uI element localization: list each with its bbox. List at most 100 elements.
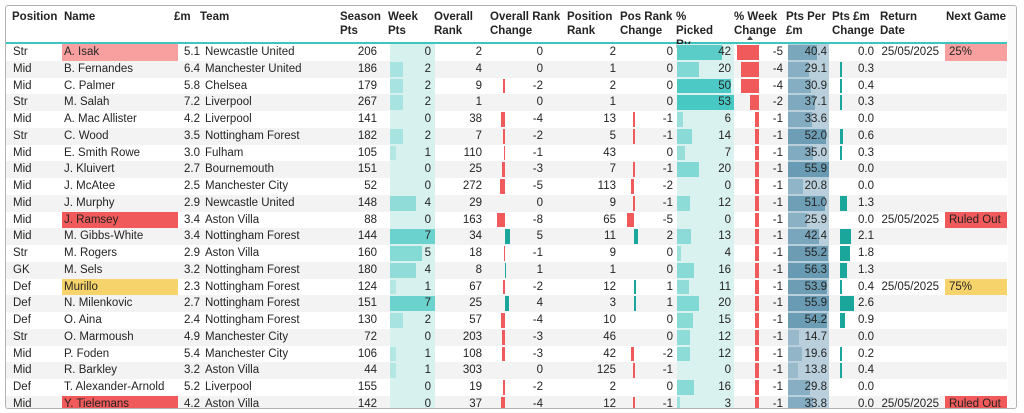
- cell-wc: -1: [737, 245, 784, 262]
- cell-next: Ruled Out: [945, 395, 1007, 408]
- ret-value: [939, 297, 942, 309]
- position-value: Mid: [13, 180, 32, 192]
- table-row[interactable]: GK M. Sels 3.2 Nottingham Forest 180 4 8 1 1 0 16 -…: [6, 261, 1007, 279]
- cell-name: M. Rogers: [62, 245, 178, 262]
- next-value: [945, 180, 949, 192]
- column-header-ppm[interactable]: Pts Per £m: [786, 11, 826, 37]
- column-header-ppmc[interactable]: Pts £m Change: [832, 11, 875, 37]
- column-header-name[interactable]: Name: [64, 11, 96, 23]
- column-header-pos[interactable]: Position Rank: [567, 11, 613, 37]
- column-header-team[interactable]: Team: [200, 11, 230, 23]
- table-row[interactable]: Str M. Salah 7.2 Liverpool 267 2 1 0 1 0 53 -2 37.1 0…: [6, 94, 1007, 111]
- column-header-season[interactable]: Season Pts: [340, 11, 381, 37]
- column-header-wc[interactable]: % Week Change: [734, 11, 778, 37]
- team-value: Nottingham Forest: [205, 129, 300, 142]
- table-row[interactable]: Def N. Milenkovic 2.7 Nottingham Forest 151 7…: [6, 295, 1007, 312]
- week-value: 0: [424, 213, 431, 226]
- cell-next: [945, 346, 1007, 363]
- cell-overall: 4: [436, 61, 484, 78]
- overall-value: 303: [462, 364, 482, 377]
- cell-next: [945, 111, 1007, 128]
- cell-ppm: 33.6: [788, 111, 829, 128]
- table-row[interactable]: Mid J. McAtee 2.5 Manchester City 52 0 272 -5 11…: [6, 178, 1007, 195]
- wc-value: -1: [772, 347, 783, 360]
- cell-next: [945, 128, 1007, 145]
- table-row[interactable]: Str M. Rogers 2.9 Aston Villa 160 5 18 -1 9 0 4 -1 5…: [6, 245, 1007, 262]
- picked-value: 7: [724, 146, 731, 159]
- table-row[interactable]: Mid Y. Tielemans 4.2 Aston Villa 142 0 37 -4 12 -…: [6, 395, 1007, 408]
- table-row[interactable]: Str A. Isak 5.1 Newcastle United 206 0 2 0 2 0 42 -…: [6, 44, 1007, 61]
- week-value: 1: [424, 146, 431, 159]
- vertical-scrollbar[interactable]: [1008, 6, 1016, 408]
- ppm-value: 30.9: [804, 79, 827, 92]
- position-value: Str: [13, 46, 28, 58]
- column-header-position[interactable]: Position: [12, 11, 58, 23]
- table-row[interactable]: Mid E. Smith Rowe 3.0 Fulham 105 1 110 -1 43 0 7 -1…: [6, 144, 1007, 162]
- week-value: 1: [424, 280, 431, 293]
- position-value: Def: [13, 297, 31, 310]
- team-value: Manchester United: [205, 62, 302, 75]
- cell-position: Mid: [12, 111, 62, 128]
- cell-ret: [880, 245, 942, 262]
- cell-team: Chelsea: [202, 78, 337, 95]
- picked-bar: [677, 246, 682, 261]
- table-row[interactable]: Str O. Marmoush 4.9 Manchester City 72 0 203 -3…: [6, 328, 1007, 346]
- cell-ret: [880, 329, 942, 346]
- table-row[interactable]: Def T. Alexander-Arnold 5.2 Liverpool 155 0 19…: [6, 379, 1007, 396]
- team-value: Manchester City: [205, 330, 289, 343]
- pos-value: 1: [609, 96, 616, 109]
- ppmc-value: 1.3: [858, 263, 874, 276]
- ppmc-value: 0.9: [858, 314, 874, 326]
- column-header-orc[interactable]: Overall Rank Change: [490, 11, 561, 37]
- ppm-value: 56.3: [804, 263, 827, 276]
- cell-team: Bournemouth: [202, 161, 337, 178]
- table-row[interactable]: Mid C. Palmer 5.8 Chelsea 179 2 9 -2 2 0 50 -4 30.9 0…: [6, 77, 1007, 95]
- cell-price: 4.2: [178, 111, 200, 128]
- sort-ascending-icon[interactable]: [747, 36, 753, 40]
- cell-team: Nottingham Forest: [202, 295, 337, 312]
- table-row[interactable]: Def Murillo 2.3 Nottingham Forest 124 1 67 -2 12…: [6, 278, 1007, 296]
- table-row[interactable]: Mid M. Gibbs-White 3.4 Nottingham Forest 144…: [6, 228, 1007, 245]
- cell-pos: 65: [563, 212, 618, 229]
- table-row[interactable]: Mid R. Barkley 3.2 Aston Villa 44 1 303 0 125 -1 0…: [6, 362, 1007, 379]
- table-row[interactable]: Def O. Aina 2.4 Nottingham Forest 130 2 57 -4 10…: [6, 312, 1007, 329]
- table-row[interactable]: Mid A. Mac Allister 4.2 Liverpool 141 0 38 -4 13…: [6, 111, 1007, 128]
- pts-per-m-bar: [788, 45, 818, 60]
- column-header-ret[interactable]: Return Date: [880, 11, 918, 37]
- week-value: 0: [424, 180, 431, 192]
- table-row[interactable]: Str C. Wood 3.5 Nottingham Forest 182 2 7 -2 5 -1…: [6, 127, 1007, 145]
- column-header-next[interactable]: Next Game: [946, 11, 1007, 23]
- name-value: M. Rogers: [64, 247, 118, 259]
- name-value: M. Salah: [64, 96, 110, 109]
- column-header-price[interactable]: £m: [174, 11, 191, 23]
- cell-prc: 0: [628, 245, 675, 262]
- cell-next: [945, 228, 1007, 245]
- prc-value: 1: [666, 280, 673, 293]
- cell-name: P. Foden: [62, 346, 178, 363]
- ret-value: [939, 113, 942, 125]
- table-row[interactable]: Mid J. Murphy 2.9 Newcastle United 148 4 29 0 9 -…: [6, 194, 1007, 212]
- ret-value: [939, 230, 942, 242]
- cell-season: 155: [339, 379, 381, 396]
- prc-value: 0: [666, 330, 673, 343]
- column-header-prc[interactable]: Pos Rank Change: [620, 11, 673, 37]
- table-row[interactable]: Mid J. Kluivert 2.7 Bournemouth 151 0 25 -3 7 -1 2…: [6, 161, 1007, 178]
- week-pts-bar: [390, 128, 403, 144]
- orc-value: -5: [532, 180, 543, 192]
- ret-value: [939, 348, 942, 360]
- picked-value: 6: [724, 113, 731, 125]
- cell-orc: -8: [495, 212, 561, 229]
- table-row[interactable]: Mid P. Foden 5.4 Manchester City 106 1 108 -3 42…: [6, 345, 1007, 363]
- horizontal-scrollbar[interactable]: [6, 404, 1008, 408]
- cell-ppm: 51.0: [788, 194, 829, 212]
- cell-ppmc: 0.3: [836, 145, 878, 162]
- table-body: Str A. Isak 5.1 Newcastle United 206 0 2 0 2 0 42-…: [6, 44, 1007, 408]
- table-row[interactable]: Mid J. Ramsey 3.4 Aston Villa 88 0 163 -8 65 -5 0 -…: [6, 211, 1007, 229]
- column-header-overall[interactable]: Overall Rank: [434, 11, 473, 37]
- cell-orc: -4: [495, 312, 561, 329]
- column-header-week[interactable]: Week Pts: [388, 11, 418, 37]
- cell-ret: 25/05/2025: [880, 212, 942, 229]
- table-row[interactable]: Mid B. Fernandes 6.4 Manchester United 186 2 4…: [6, 60, 1007, 78]
- cell-name: A. Mac Allister: [62, 111, 178, 128]
- week-value: 2: [424, 62, 431, 75]
